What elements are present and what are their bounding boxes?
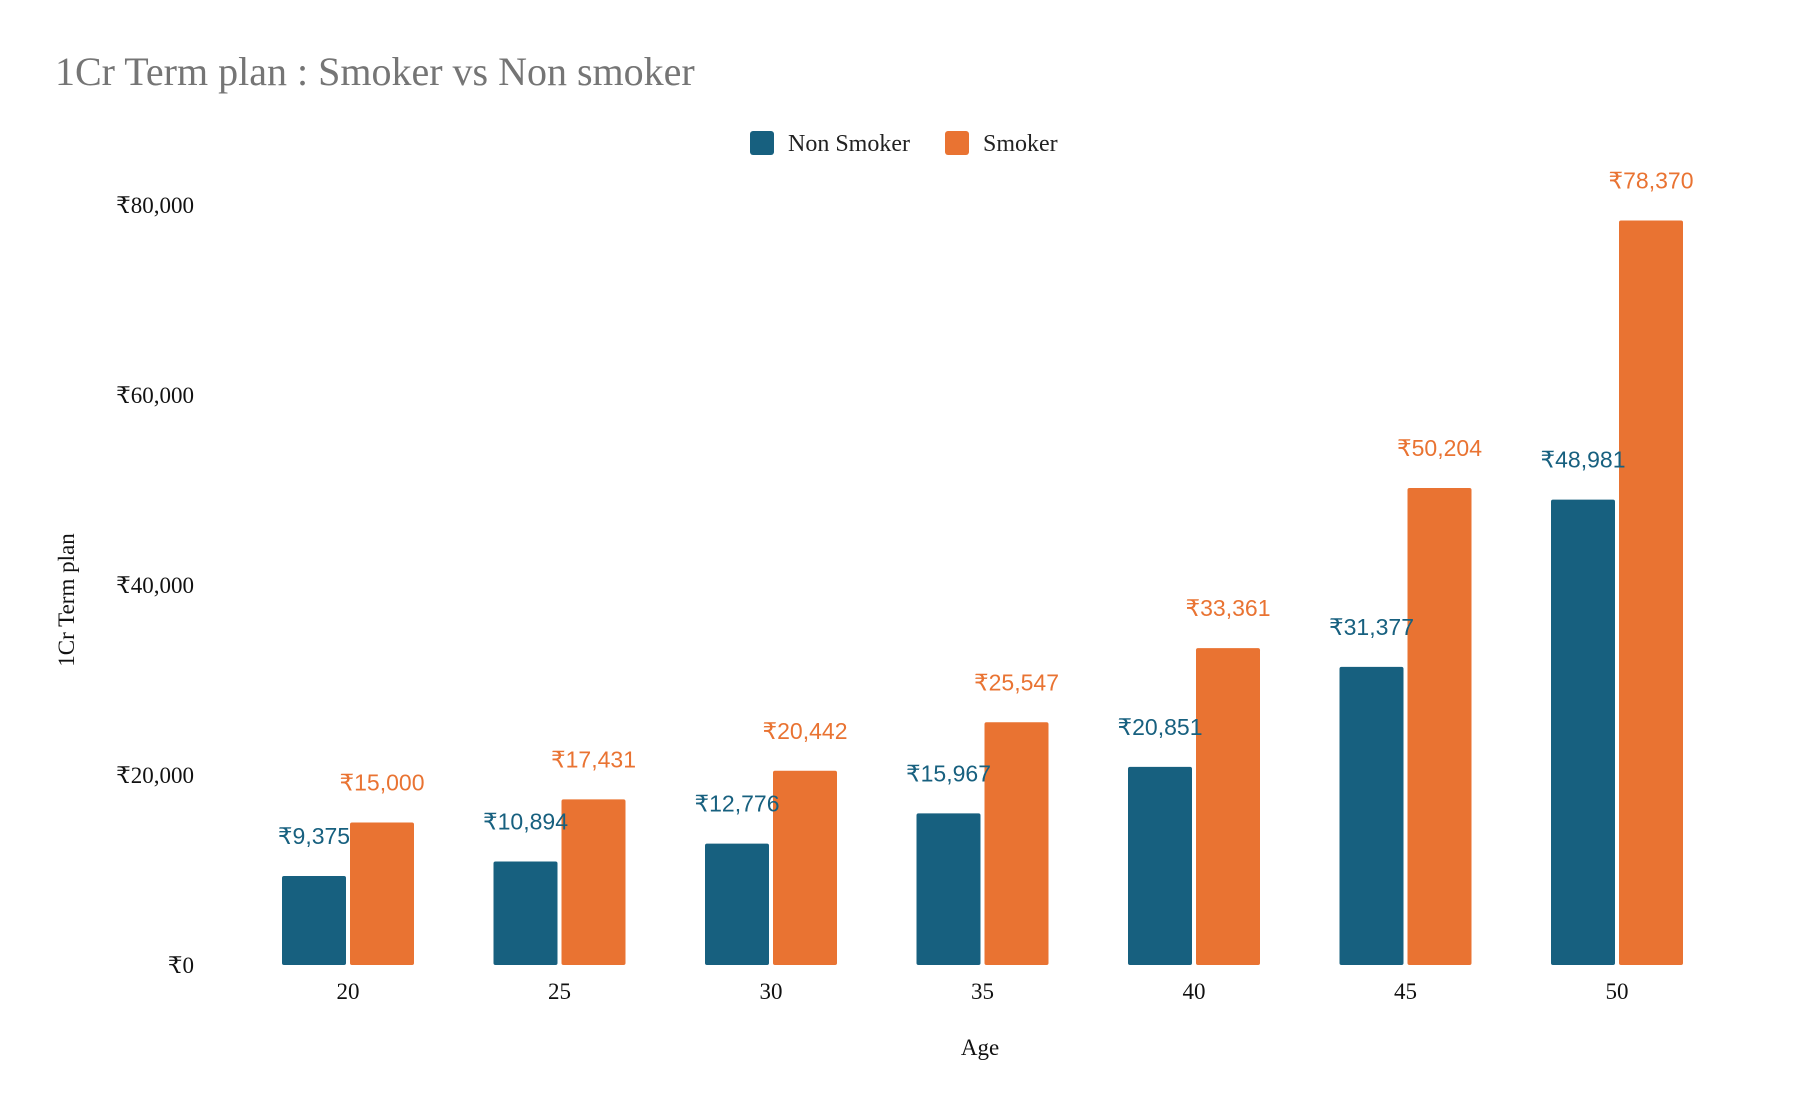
- bar-non-smoker-30[interactable]: [705, 843, 769, 965]
- legend-item-smoker[interactable]: Smoker: [945, 131, 1058, 157]
- bar-smoker-50[interactable]: [1619, 220, 1683, 966]
- legend-label-non-smoker: Non Smoker: [788, 131, 910, 157]
- x-tick-label: 40: [1183, 979, 1206, 1004]
- data-label-smoker-30: ₹20,442: [763, 718, 848, 744]
- data-label-smoker-40: ₹33,361: [1186, 595, 1271, 621]
- x-tick-label: 30: [760, 979, 783, 1004]
- x-axis-label: Age: [961, 1035, 999, 1060]
- x-tick-label: 20: [337, 979, 360, 1004]
- bar-non-smoker-35[interactable]: [916, 813, 981, 965]
- y-axis-label: 1Cr Term plan: [54, 533, 79, 667]
- bar-non-smoker-50[interactable]: [1551, 499, 1615, 965]
- data-label-non-smoker-20: ₹9,375: [278, 823, 350, 849]
- data-label-smoker-25: ₹17,431: [551, 746, 636, 772]
- x-tick-label: 35: [971, 979, 994, 1004]
- bar-smoker-45[interactable]: [1407, 488, 1472, 965]
- bar-non-smoker-40[interactable]: [1128, 766, 1192, 965]
- legend-item-non-smoker[interactable]: Non Smoker: [750, 131, 910, 157]
- y-axis: ₹0 ₹20,000 ₹40,000 ₹60,000 ₹80,000: [116, 193, 194, 978]
- data-label-non-smoker-50: ₹48,981: [1541, 447, 1626, 473]
- data-labels: ₹9,375 ₹15,000 ₹10,894 ₹17,431 ₹12,776 ₹20,44…: [278, 167, 1694, 848]
- bar-smoker-25[interactable]: [561, 799, 626, 965]
- bar-smoker-30[interactable]: [773, 770, 837, 965]
- y-tick-label: ₹80,000: [116, 193, 194, 218]
- data-label-non-smoker-25: ₹10,894: [483, 809, 568, 835]
- legend-swatch-smoker: [945, 131, 969, 155]
- data-label-smoker-20: ₹15,000: [340, 770, 425, 796]
- y-tick-label: ₹40,000: [116, 573, 194, 598]
- chart-title: 1Cr Term plan : Smoker vs Non smoker: [55, 49, 695, 94]
- y-tick-label: ₹20,000: [116, 763, 194, 788]
- x-tick-label: 50: [1606, 979, 1629, 1004]
- data-label-smoker-50: ₹78,370: [1609, 167, 1694, 193]
- data-label-smoker-45: ₹50,204: [1397, 435, 1482, 461]
- y-tick-label: ₹60,000: [116, 383, 194, 408]
- bar-smoker-20[interactable]: [350, 822, 414, 966]
- x-tick-label: 45: [1394, 979, 1417, 1004]
- legend-label-smoker: Smoker: [983, 131, 1058, 157]
- bars: [282, 220, 1683, 966]
- x-axis: 20 25 30 35 40 45 50: [337, 979, 1629, 1004]
- y-tick-label: ₹0: [168, 953, 194, 978]
- data-label-non-smoker-35: ₹15,967: [906, 760, 991, 786]
- bar-smoker-40[interactable]: [1196, 648, 1260, 965]
- bar-smoker-35[interactable]: [984, 722, 1049, 965]
- bar-non-smoker-45[interactable]: [1339, 666, 1404, 965]
- data-label-non-smoker-30: ₹12,776: [695, 791, 780, 817]
- data-label-non-smoker-40: ₹20,851: [1118, 714, 1203, 740]
- data-label-smoker-35: ₹25,547: [974, 669, 1059, 695]
- legend: Non Smoker Smoker: [750, 131, 1058, 157]
- bar-non-smoker-20[interactable]: [282, 875, 346, 965]
- x-tick-label: 25: [548, 979, 571, 1004]
- data-label-non-smoker-45: ₹31,377: [1329, 614, 1414, 640]
- legend-swatch-non-smoker: [750, 131, 774, 155]
- bar-non-smoker-25[interactable]: [493, 861, 558, 965]
